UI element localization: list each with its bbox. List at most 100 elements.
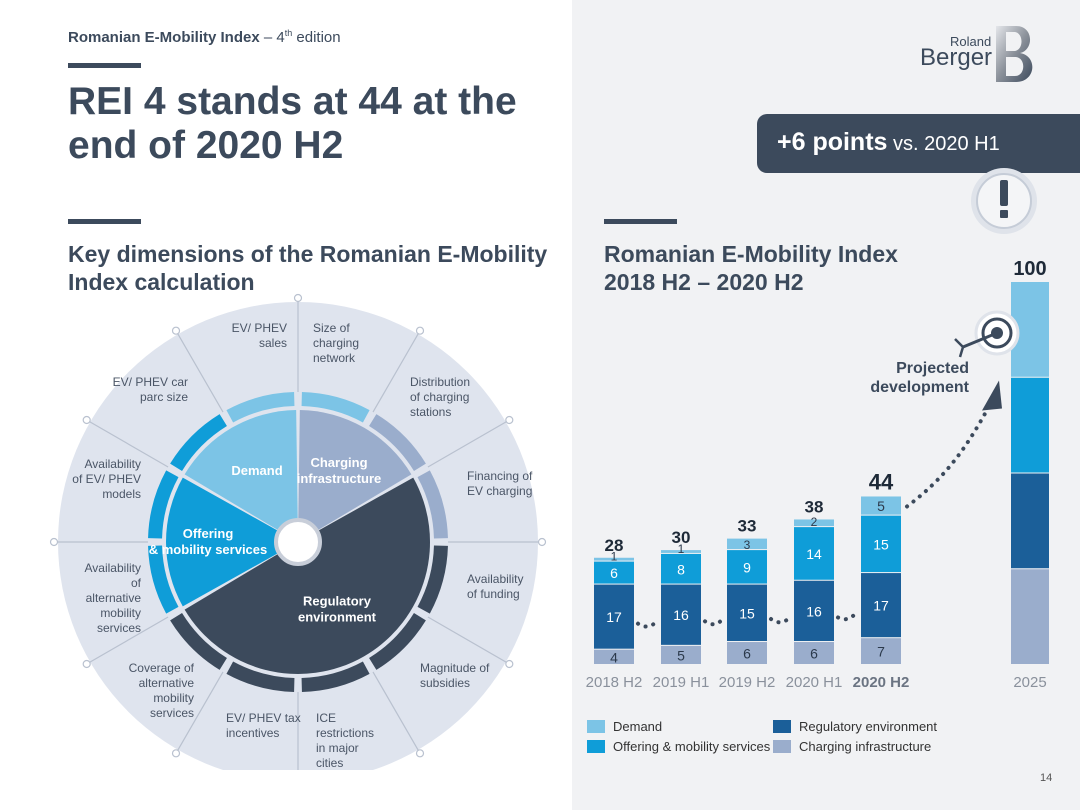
bar-offering-mobility-services (661, 553, 701, 584)
bar-offering-mobility-services (861, 515, 901, 573)
wheel-spoke-dot (505, 415, 514, 425)
x-tick-label: 2020 H2 (853, 674, 910, 691)
wheel-outer-arc (148, 470, 179, 539)
trend-dotted-link (769, 615, 792, 625)
bar-value-label: 3 (744, 538, 751, 552)
wheel-spoke-dot (171, 326, 181, 335)
wheel-outer-label: ICE restrictions in major cities (316, 711, 374, 770)
wheel-spoke (372, 671, 421, 754)
trend-dotted-link (836, 610, 859, 622)
wheel-hub (274, 518, 322, 566)
right-section-accent (604, 219, 677, 224)
wheel-outer-arc (417, 470, 448, 539)
wheel-segment-label: Offering & mobility services (149, 526, 268, 557)
page-title: REI 4 stands at 44 at the end of 2020 H2 (68, 80, 517, 167)
wheel-outer-label: Distribution of charging stations (410, 375, 470, 419)
bar-demand (661, 550, 701, 553)
wheel-spoke (175, 330, 224, 413)
wheel-segment-label: Charging infrastructure (297, 455, 382, 486)
bar-value-label: 6 (610, 565, 618, 581)
exclamation-icon (971, 168, 1037, 234)
x-tick-label: 2018 H2 (586, 674, 643, 691)
bar-offering-mobility-services (727, 550, 767, 584)
bar-offering-mobility-services (1011, 377, 1049, 473)
wheel-outer-label: EV/ PHEV car parc size (113, 375, 189, 404)
wheel-segment-label: Demand (231, 463, 282, 478)
bar-total-label: 28 (605, 536, 624, 555)
wheel-spoke-dot (171, 749, 181, 758)
trend-dotted-link (636, 619, 659, 629)
bar-charging-infrastructure (794, 642, 834, 664)
bar-demand (861, 496, 901, 515)
bar-charging-infrastructure (594, 649, 634, 664)
legend-swatch (773, 720, 791, 733)
left-subtitle: Key dimensions of the Romanian E-Mobilit… (68, 241, 548, 295)
wheel-spoke-dot (82, 415, 91, 425)
bar-charging-infrastructure (1011, 569, 1049, 664)
bar-regulatory-environment (861, 573, 901, 638)
legend-swatch (773, 740, 791, 753)
bar-value-label: 7 (877, 644, 885, 660)
projection-annotation: Projected development (870, 360, 969, 396)
dimensions-wheel: Demand Charging infrastructure Regulatory en… (49, 293, 547, 770)
wheel-outer-arc (301, 661, 370, 692)
wheel-outer-label: EV/ PHEV sales (232, 321, 287, 350)
bar-regulatory-environment (594, 584, 634, 649)
wheel-spoke (427, 419, 510, 468)
wheel-segment-label: Regulatory environment (298, 594, 377, 625)
x-tick-label: 2020 H1 (786, 674, 843, 691)
bar-value-label: 1 (611, 550, 618, 564)
wheel-spoke-dot (505, 659, 514, 669)
bar-regulatory-environment (794, 580, 834, 642)
bar-demand (594, 557, 634, 561)
x-tick-label: 2019 H1 (653, 674, 710, 691)
wheel-outer-arc (170, 414, 227, 471)
wheel-spoke (372, 330, 421, 413)
page-number: 14 (1040, 772, 1053, 784)
bar-total-label: 33 (738, 517, 757, 536)
kicker: Romanian E-Mobility Index – 4th edition (68, 28, 341, 46)
bar-total-label: 30 (672, 528, 691, 547)
trend-projection-line (905, 404, 991, 509)
bar-regulatory-environment (1011, 473, 1049, 569)
bar-charging-infrastructure (861, 638, 901, 664)
wheel-outer-label: Size of charging network (313, 321, 359, 365)
wheel-outer-arc (417, 545, 448, 614)
bar-value-label: 14 (806, 546, 822, 562)
wheel-outer-arc (369, 414, 426, 471)
brand-small-text: Roland (950, 34, 992, 49)
wheel-outer-label: Coverage of alternative mobility services (129, 661, 195, 720)
legend-label: Demand (613, 719, 663, 734)
legend-label: Offering & mobility services (613, 739, 771, 754)
bar-value-label: 15 (873, 536, 889, 552)
callout-bold: +6 points (777, 128, 888, 156)
callout-banner: +6 points vs. 2020 H1 (757, 114, 1080, 173)
wheel-spoke (427, 616, 510, 665)
trend-dotted-link (703, 617, 725, 627)
wheel-segment-regulatory-environment (184, 477, 430, 674)
bar-offering-mobility-services (794, 527, 834, 580)
wheel-spoke-dot (537, 537, 547, 547)
bar-regulatory-environment (727, 584, 767, 642)
bar-value-label: 8 (677, 561, 685, 577)
bar-demand (794, 519, 834, 527)
bar-value-label: 4 (610, 649, 618, 665)
wheel-spoke (86, 616, 169, 665)
bar-value-label: 17 (873, 598, 889, 614)
chart-title: Romanian E-Mobility Index 2018 H2 – 2020… (604, 241, 898, 295)
bar-total-label: 38 (805, 497, 824, 516)
bar-offering-mobility-services (594, 561, 634, 584)
wheel-spoke-dot (82, 659, 91, 669)
bar-value-label: 5 (877, 498, 885, 514)
target-icon-ring (981, 317, 1013, 349)
wheel-outer-arc (148, 545, 179, 614)
bar-charging-infrastructure (661, 645, 701, 664)
brand-large-text: Berger (920, 44, 993, 71)
bar-charging-infrastructure (727, 642, 767, 664)
x-tick-label: 2025 (1013, 674, 1046, 691)
brand-logo (918, 24, 1040, 84)
wheel-spoke-dot (415, 326, 425, 335)
wheel-segment-demand (184, 410, 298, 542)
bar-value-label: 9 (743, 559, 751, 575)
